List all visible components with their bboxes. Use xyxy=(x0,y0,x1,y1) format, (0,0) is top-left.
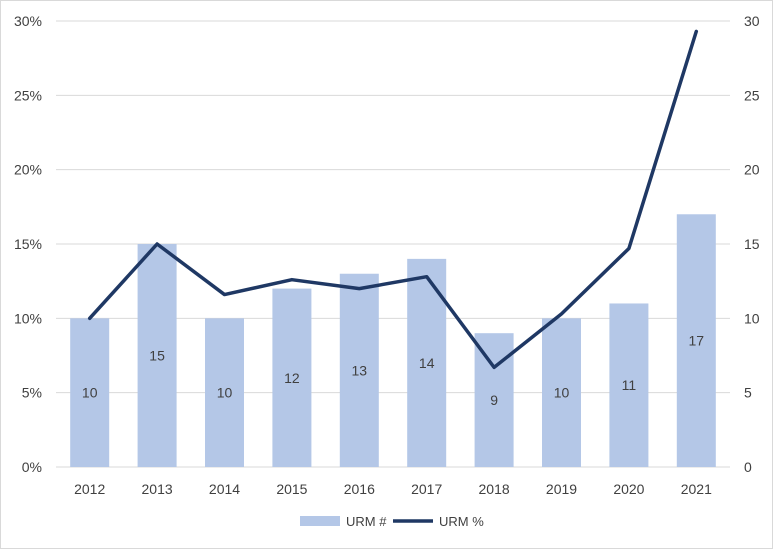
x-tick-label: 2018 xyxy=(479,481,510,497)
legend-label-bar: URM # xyxy=(346,514,387,529)
bar-label-2012: 10 xyxy=(82,385,98,401)
bar-2020 xyxy=(609,303,649,467)
line-urm-percent xyxy=(87,29,699,370)
y-left-tick-label: 5% xyxy=(22,385,42,401)
x-axis: 2012 2013 2014 2015 2016 2017 2018 2019 2020 2021 xyxy=(74,481,712,497)
bar-label-2013: 15 xyxy=(149,348,165,364)
x-tick-label: 2016 xyxy=(344,481,375,497)
bar-label-2020: 11 xyxy=(622,377,637,393)
x-tick-label: 2013 xyxy=(142,481,173,497)
x-tick-label: 2014 xyxy=(209,481,240,497)
y-right-tick-label: 5 xyxy=(744,385,752,401)
bar-2015 xyxy=(272,288,312,467)
line-point-2016 xyxy=(358,288,360,290)
primary-y-axis: 0% 5% 10% 15% 20% 25% 30% xyxy=(14,13,42,475)
y-right-tick-label: 15 xyxy=(744,236,760,252)
bar-2013 xyxy=(137,244,177,467)
y-left-tick-label: 10% xyxy=(14,310,42,326)
legend-label-line: URM % xyxy=(439,514,484,529)
bar-2016 xyxy=(339,273,379,467)
line-point-2013 xyxy=(156,243,158,245)
line-point-2012 xyxy=(89,317,91,319)
y-right-tick-label: 30 xyxy=(744,13,760,29)
y-right-tick-label: 10 xyxy=(744,310,760,326)
line-point-2017 xyxy=(426,276,428,278)
bar-label-2016: 13 xyxy=(352,362,368,378)
x-tick-label: 2012 xyxy=(74,481,105,497)
line-series-urm-percent xyxy=(87,29,699,370)
x-tick-label: 2017 xyxy=(411,481,442,497)
bar-label-2019: 10 xyxy=(554,385,570,401)
y-right-tick-label: 25 xyxy=(744,87,760,103)
y-right-tick-label: 20 xyxy=(744,162,760,178)
y-left-tick-label: 20% xyxy=(14,162,42,178)
bar-label-2015: 12 xyxy=(284,370,300,386)
line-point-2015 xyxy=(291,279,293,281)
line-point-2014 xyxy=(224,294,225,296)
legend: URM # URM % xyxy=(300,514,484,529)
y-left-tick-label: 15% xyxy=(14,236,42,252)
legend-swatch-bar xyxy=(300,516,340,526)
y-right-tick-label: 0 xyxy=(744,459,752,475)
y-left-tick-label: 30% xyxy=(14,13,42,29)
line-point-2020 xyxy=(628,247,630,249)
x-tick-label: 2020 xyxy=(613,481,644,497)
y-left-tick-label: 0% xyxy=(22,459,42,475)
bar-label-2014: 10 xyxy=(217,385,233,401)
line-point-2021 xyxy=(695,30,697,32)
x-tick-label: 2015 xyxy=(276,481,307,497)
y-left-tick-label: 25% xyxy=(14,87,42,103)
bar-series-urm-count xyxy=(70,214,716,467)
line-point-2019 xyxy=(561,313,562,315)
line-point-2018 xyxy=(493,366,495,368)
bar-2012 xyxy=(70,318,110,467)
bar-data-labels: 10 15 10 12 13 14 9 10 11 17 xyxy=(82,333,704,408)
bar-label-2017: 14 xyxy=(419,355,435,371)
x-tick-label: 2019 xyxy=(546,481,577,497)
bar-2021 xyxy=(676,214,716,467)
bar-label-2018: 9 xyxy=(490,392,498,408)
bar-label-2021: 17 xyxy=(689,333,705,349)
bar-2014 xyxy=(205,318,244,467)
bar-2019 xyxy=(542,318,581,467)
secondary-y-axis: 0 5 10 15 20 25 30 xyxy=(744,13,760,475)
x-tick-label: 2021 xyxy=(681,481,712,497)
